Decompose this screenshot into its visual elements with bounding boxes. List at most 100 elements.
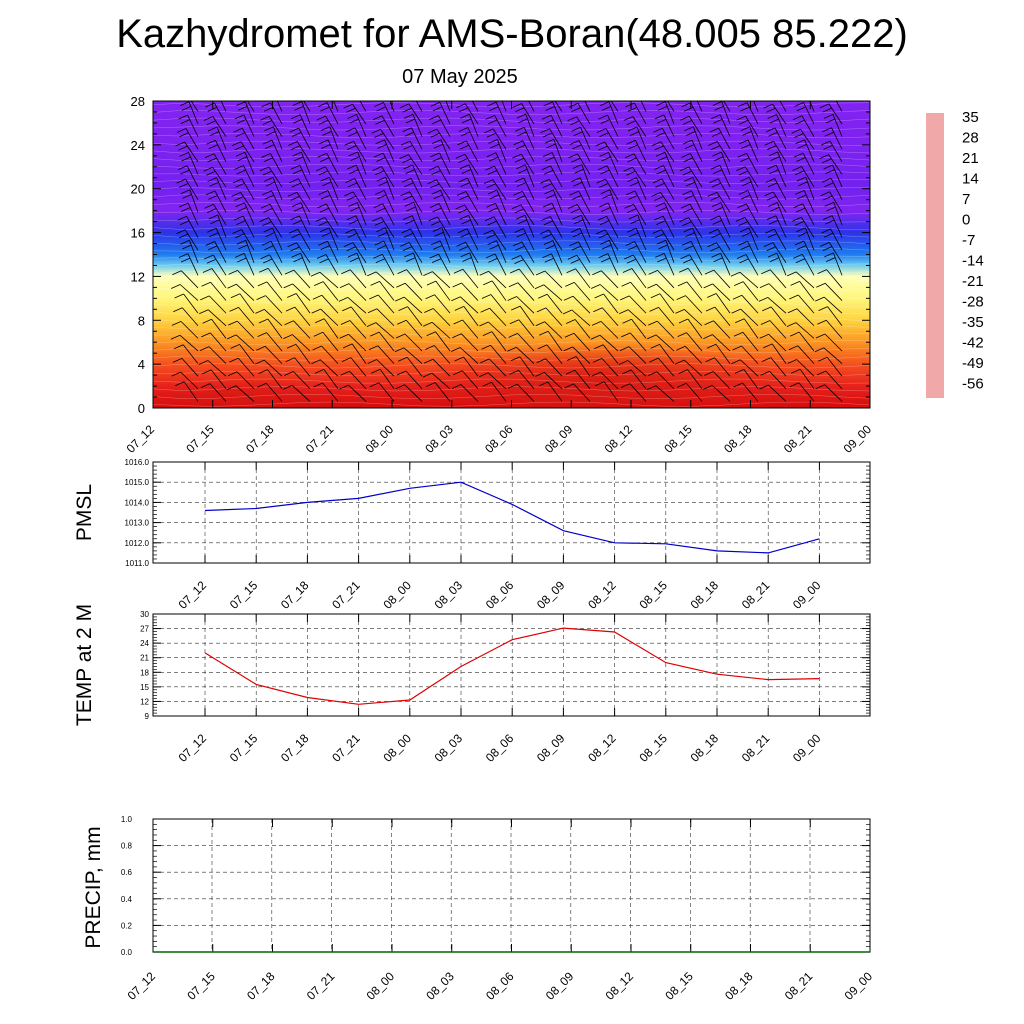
- wind-barb: [320, 176, 339, 200]
- wind-barb: [431, 189, 451, 213]
- wind-barb: [459, 215, 479, 238]
- temp2m-x-tick-label: 09_00: [790, 731, 824, 765]
- wind-barb: [180, 239, 199, 263]
- wind-barb: [791, 368, 815, 390]
- contour-line: [153, 378, 870, 384]
- wind-barb: [338, 297, 367, 314]
- wind-barb: [835, 101, 843, 112]
- wind-barb: [403, 215, 423, 238]
- colorbar-label: -14: [962, 253, 984, 270]
- contour-line: [153, 371, 870, 376]
- wind-barb: [228, 320, 255, 339]
- wind-barb: [396, 370, 423, 390]
- wind-barb: [430, 101, 451, 125]
- precip-x-tick-label: 08_00: [364, 969, 398, 1003]
- wind-barb: [528, 101, 535, 112]
- wind-barb: [203, 116, 227, 137]
- wind-barb: [370, 331, 395, 352]
- precip-x-tick-label: 08_06: [483, 969, 517, 1003]
- wind-barb: [231, 141, 255, 163]
- wind-barb: [563, 346, 591, 364]
- pmsl-x-tick-label: 08_15: [636, 578, 670, 612]
- y-tick-label: 4: [138, 357, 145, 372]
- pmsl-y-tick-label: 1011.0: [125, 559, 149, 568]
- wind-barb: [372, 115, 395, 137]
- wind-barb: [170, 334, 199, 352]
- wind-barb: [458, 127, 479, 150]
- wind-barb: [683, 227, 703, 251]
- wind-barb: [367, 271, 395, 289]
- contour-line: [153, 278, 870, 284]
- wind-barb: [563, 295, 591, 314]
- wind-barb: [485, 115, 507, 137]
- wind-barb: [287, 242, 311, 263]
- wind-barb: [171, 284, 199, 301]
- wind-barb: [404, 201, 423, 226]
- wind-barb: [207, 126, 227, 150]
- wind-barb: [230, 344, 255, 364]
- wind-barb: [819, 103, 843, 125]
- wind-barb: [287, 293, 311, 314]
- colorbar-label: 21: [962, 150, 979, 167]
- wind-barb: [787, 359, 815, 377]
- precip-axis-label: PRECIP, mm: [82, 826, 105, 948]
- wind-barb: [344, 140, 367, 163]
- wind-barb: [793, 253, 815, 276]
- temp2m-x-tick-label: 08_00: [380, 731, 414, 765]
- wind-barb: [536, 307, 563, 327]
- wind-barb: [179, 152, 199, 175]
- pmsl-x-tick-label: 08_09: [534, 578, 568, 612]
- wind-barb: [709, 178, 731, 200]
- wind-barb: [682, 190, 703, 213]
- wind-barb: [283, 334, 311, 352]
- heatmap-overlays: [153, 101, 870, 408]
- wind-barb: [567, 356, 591, 377]
- wind-barb: [339, 333, 367, 352]
- wind-barb: [256, 345, 283, 364]
- wind-barb: [759, 283, 787, 301]
- wind-barb: [509, 370, 535, 390]
- chart-title: Kazhydromet for AMS-Boran(48.005 85.222): [116, 12, 908, 56]
- wind-barb: [313, 331, 339, 352]
- wind-barb: [487, 240, 507, 263]
- precip-x-tick-label: 08_15: [662, 969, 696, 1003]
- wind-barb: [236, 239, 255, 263]
- wind-barb: [452, 333, 479, 352]
- pmsl-x-tick-label: 07_12: [176, 578, 210, 612]
- wind-barb: [649, 307, 675, 327]
- wind-barb: [737, 102, 759, 125]
- x-tick-label: 08_18: [721, 422, 755, 456]
- precip-x-tick-label: 07_18: [244, 969, 278, 1003]
- wind-barb: [595, 141, 619, 163]
- wind-barb: [764, 140, 787, 163]
- wind-barb: [204, 153, 227, 175]
- wind-barb: [316, 166, 339, 188]
- wind-barb: [401, 228, 423, 251]
- wind-barb: [572, 164, 591, 188]
- wind-barb: [179, 202, 199, 226]
- wind-barb: [256, 295, 283, 314]
- wind-barb: [234, 114, 255, 137]
- wind-barb: [259, 217, 283, 238]
- wind-barb: [288, 228, 311, 251]
- wind-barb: [767, 164, 787, 188]
- wind-barb: [679, 217, 703, 238]
- wind-barb: [178, 114, 199, 137]
- wind-barb: [753, 101, 759, 112]
- wind-barb: [415, 101, 423, 112]
- wind-barb: [620, 295, 647, 314]
- wind-barb: [767, 114, 787, 137]
- wind-barb: [678, 318, 703, 339]
- wind-barb: [370, 281, 395, 301]
- precip-y-tick-label: 1.0: [121, 815, 133, 824]
- warm-core: [410, 343, 790, 408]
- wind-barb: [315, 217, 339, 238]
- wind-barb: [707, 191, 731, 213]
- wind-barb: [680, 254, 703, 276]
- wind-barb: [796, 227, 815, 251]
- wind-barb: [319, 227, 339, 251]
- wind-barb: [429, 253, 451, 276]
- wind-barb: [402, 127, 423, 150]
- colorbar-label: -35: [962, 314, 984, 331]
- wind-barb: [203, 166, 227, 188]
